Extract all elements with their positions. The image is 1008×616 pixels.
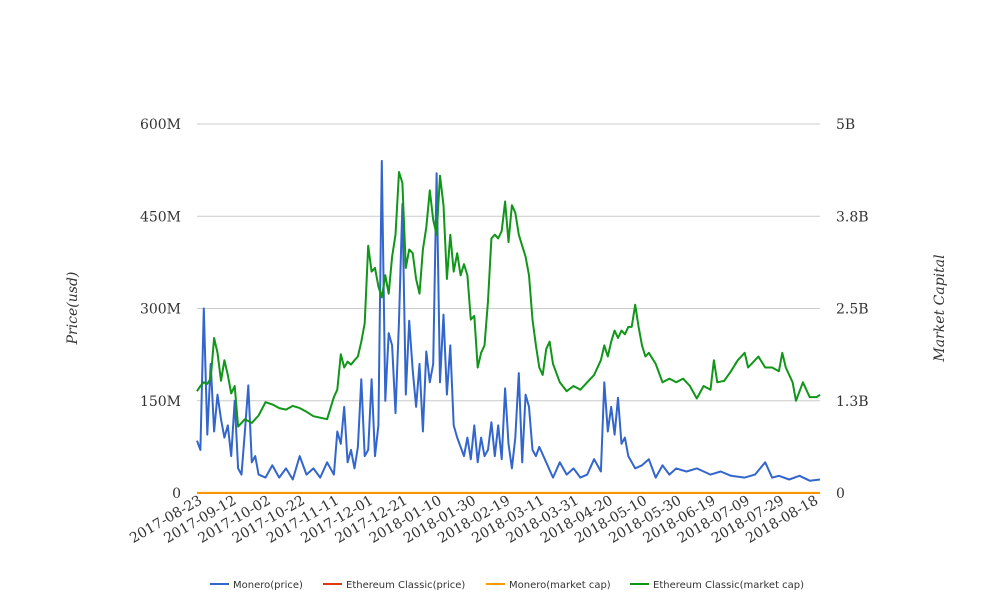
- legend-label: Ethereum Classic(market cap): [653, 580, 804, 591]
- legend-item-ethereum-classic-market-cap[interactable]: Ethereum Classic(market cap): [630, 580, 804, 591]
- y-left-tick-label: 450M: [140, 209, 181, 225]
- y-right-title: Market Capital: [932, 254, 948, 362]
- legend-label: Monero(market cap): [509, 580, 611, 591]
- y-left-tick-label: 0: [172, 486, 181, 502]
- y-axis-left: 0 150M 300M 450M 600M: [140, 117, 181, 502]
- legend-item-ethereum-classic-price[interactable]: Ethereum Classic(price): [323, 580, 465, 591]
- legend-item-monero-price[interactable]: Monero(price): [210, 580, 303, 591]
- y-right-tick-label: 5B: [836, 117, 855, 133]
- legend[interactable]: Monero(price) Ethereum Classic(price) Mone…: [210, 580, 804, 591]
- legend-label: Ethereum Classic(price): [346, 580, 465, 591]
- legend-item-monero-market-cap[interactable]: Monero(market cap): [486, 580, 611, 591]
- y-left-title: Price(usd): [65, 272, 81, 346]
- series-line-monero-price: [196, 159, 821, 482]
- y-left-tick-label: 300M: [140, 302, 181, 318]
- y-left-tick-label: 150M: [140, 394, 181, 410]
- y-right-tick-label: 2.5B: [836, 302, 869, 318]
- y-right-tick-label: 3.8B: [836, 209, 869, 225]
- y-axis-right: 0 1.3B 2.5B 3.8B 5B: [836, 117, 869, 502]
- x-axis: 2017-08-232017-09-122017-10-022017-10-22…: [127, 493, 821, 547]
- y-left-tick-label: 600M: [140, 117, 181, 133]
- series-line-ethereum-classic-market-cap: [196, 171, 821, 428]
- y-right-tick-label: 1.3B: [836, 394, 869, 410]
- legend-label: Monero(price): [233, 580, 303, 591]
- y-right-tick-label: 0: [836, 486, 845, 502]
- series-lines: [196, 159, 821, 494]
